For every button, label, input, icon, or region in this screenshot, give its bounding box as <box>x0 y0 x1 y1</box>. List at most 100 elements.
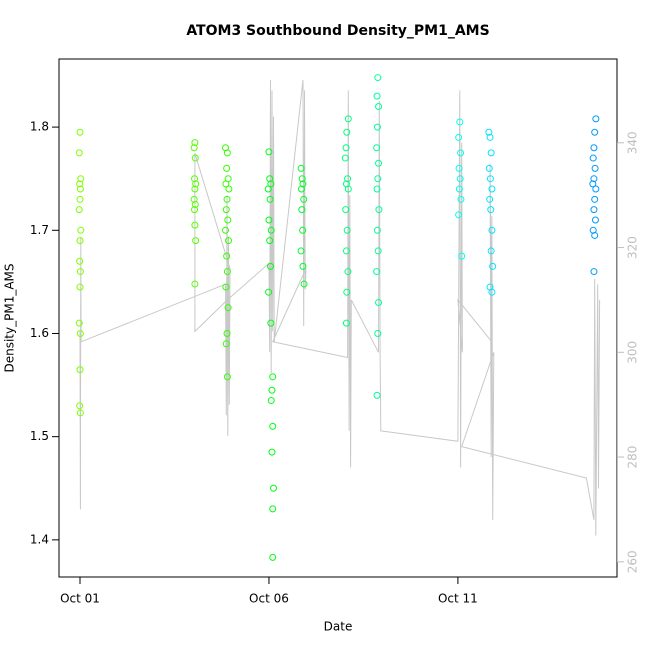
point <box>342 247 350 255</box>
point <box>225 185 233 193</box>
point <box>266 195 274 203</box>
point <box>373 391 381 399</box>
point <box>191 175 199 183</box>
point <box>224 216 232 224</box>
y2-tick-label: 280 <box>626 446 640 469</box>
point <box>298 206 306 214</box>
point <box>191 200 199 208</box>
point <box>76 268 84 276</box>
y2-tick-label: 340 <box>626 131 640 154</box>
point <box>489 262 497 270</box>
point <box>591 231 599 239</box>
point <box>344 175 352 183</box>
point <box>190 195 198 203</box>
point <box>192 237 200 245</box>
y2-tick-label: 260 <box>626 550 640 573</box>
point <box>191 206 199 214</box>
point <box>191 280 199 288</box>
point <box>486 133 494 141</box>
point <box>591 195 599 203</box>
point <box>592 115 600 123</box>
point <box>487 206 495 214</box>
point <box>488 185 496 193</box>
point <box>374 247 382 255</box>
point <box>373 92 381 100</box>
point <box>591 164 599 172</box>
y-axis-label: Density_PM1_AMS <box>3 263 17 372</box>
point <box>77 226 85 234</box>
point <box>374 329 382 337</box>
point <box>222 180 230 188</box>
point <box>457 195 465 203</box>
point <box>222 283 230 291</box>
x-tick-label: Oct 01 <box>60 592 100 606</box>
y2-tick-label: 320 <box>626 236 640 259</box>
point <box>487 247 495 255</box>
point <box>269 484 277 492</box>
point <box>375 159 383 167</box>
point <box>343 128 351 136</box>
point <box>222 206 230 214</box>
point <box>458 252 466 260</box>
point <box>224 304 232 312</box>
point <box>190 144 198 152</box>
point <box>75 206 83 214</box>
plot-frame <box>58 58 618 578</box>
point <box>265 216 273 224</box>
y2-tick-label: 300 <box>626 341 640 364</box>
point <box>486 195 494 203</box>
point <box>373 185 381 193</box>
point <box>299 262 307 270</box>
point <box>297 164 305 172</box>
point <box>269 505 277 513</box>
point <box>455 164 463 172</box>
point <box>75 149 83 157</box>
point <box>374 175 382 183</box>
y-tick-label: 1.4 <box>30 532 49 546</box>
line <box>79 79 601 536</box>
y-tick-label: 1.7 <box>30 223 49 237</box>
point <box>223 164 231 172</box>
point <box>269 373 277 381</box>
point <box>488 226 496 234</box>
y-tick-label: 1.5 <box>30 429 49 443</box>
point <box>590 268 598 276</box>
point <box>266 175 274 183</box>
point <box>591 128 599 136</box>
x-tick-label: Oct 11 <box>438 592 478 606</box>
point <box>343 288 351 296</box>
point <box>590 175 598 183</box>
point <box>373 144 381 152</box>
point <box>373 123 381 131</box>
point <box>344 268 352 276</box>
point <box>373 268 381 276</box>
point <box>223 252 231 260</box>
point <box>455 211 463 219</box>
point <box>76 283 84 291</box>
point <box>457 149 465 157</box>
point <box>455 133 463 141</box>
point <box>267 397 275 405</box>
point <box>75 319 83 327</box>
point <box>223 268 231 276</box>
point <box>590 144 598 152</box>
point <box>374 74 382 82</box>
point <box>77 175 85 183</box>
point <box>297 185 305 193</box>
point <box>373 226 381 234</box>
point <box>590 206 598 214</box>
point <box>265 148 273 156</box>
point <box>76 180 84 188</box>
point <box>223 195 231 203</box>
point <box>76 329 84 337</box>
point <box>342 144 350 152</box>
point <box>487 149 495 157</box>
point <box>223 373 231 381</box>
point <box>76 195 84 203</box>
point <box>265 288 273 296</box>
point <box>269 422 277 430</box>
point <box>344 115 352 123</box>
point <box>341 154 349 162</box>
